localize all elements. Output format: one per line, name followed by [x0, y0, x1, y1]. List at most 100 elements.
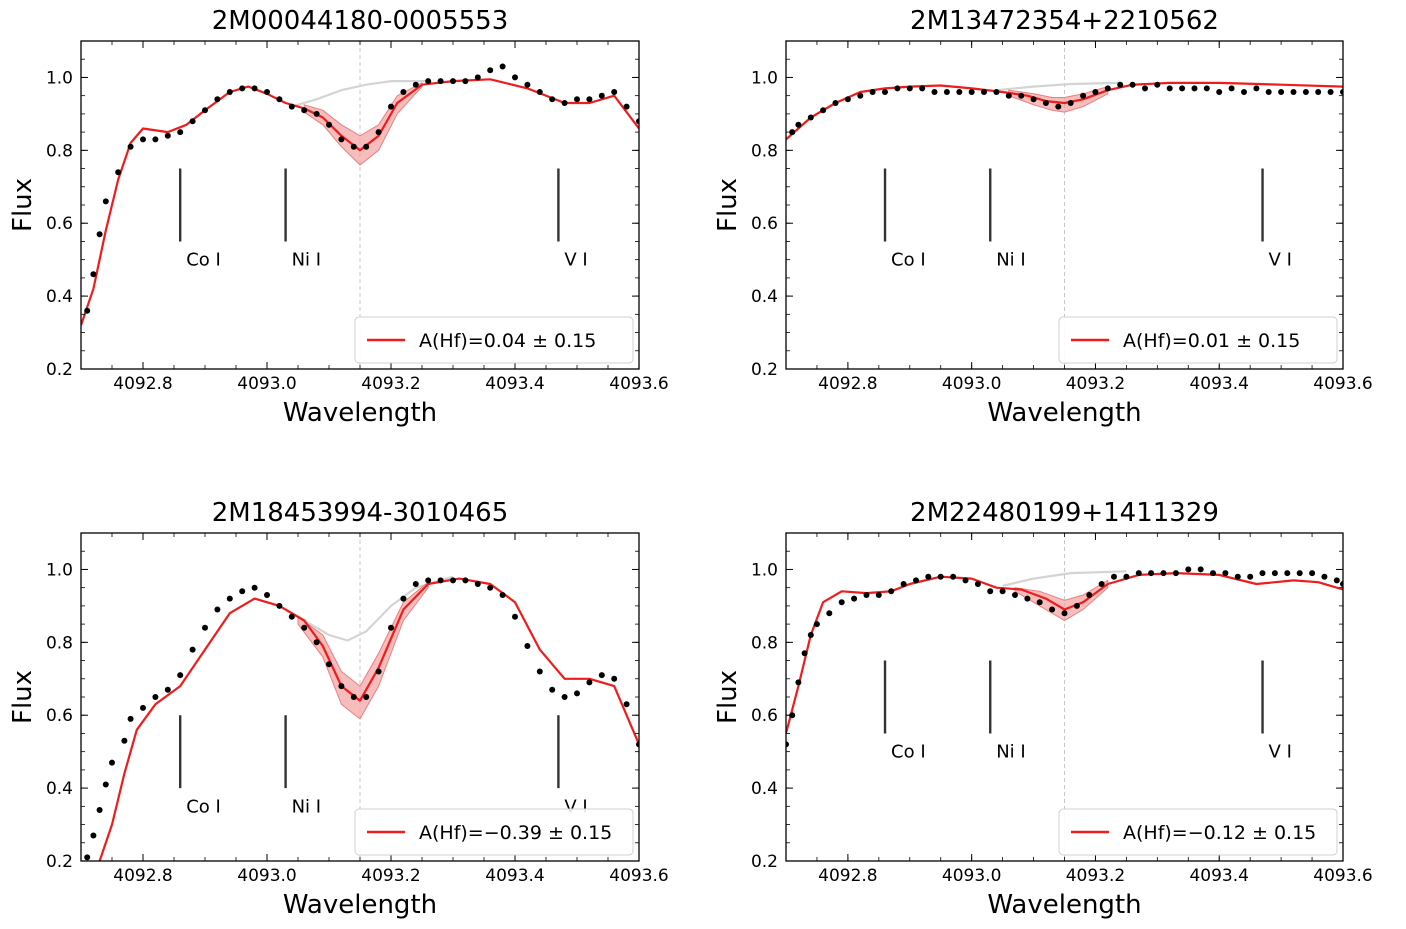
- data-point: [164, 132, 171, 139]
- data-point: [425, 78, 432, 85]
- data-point: [226, 89, 233, 95]
- data-point: [1185, 566, 1192, 573]
- legend: A(Hf)=0.01 ± 0.15: [1058, 316, 1338, 364]
- data-point: [102, 198, 109, 205]
- data-point: [1030, 96, 1037, 103]
- data-point: [1315, 89, 1322, 95]
- data-point: [919, 85, 926, 92]
- data-point: [251, 85, 258, 92]
- data-point: [1340, 89, 1343, 95]
- legend: A(Hf)=−0.12 ± 0.15: [1058, 808, 1338, 856]
- data-point: [313, 110, 320, 117]
- data-point: [388, 103, 394, 110]
- data-point: [102, 781, 109, 788]
- data-point: [1086, 592, 1093, 598]
- data-point: [832, 100, 839, 106]
- data-point: [574, 690, 580, 697]
- x-tick-label: 4093.6: [609, 374, 668, 394]
- line-marker-label: V I: [1269, 250, 1292, 271]
- line-marker-label: Co I: [186, 250, 221, 271]
- data-point: [561, 100, 568, 106]
- data-point: [96, 807, 103, 813]
- data-point: [974, 581, 981, 587]
- data-point: [801, 650, 808, 657]
- y-tick-label: 1.0: [46, 560, 73, 580]
- line-marker-label: V I: [1269, 742, 1292, 763]
- data-point: [795, 679, 802, 686]
- data-point: [1247, 573, 1254, 580]
- x-tick-label: 4093.0: [237, 374, 296, 394]
- y-tick-label: 1.0: [751, 68, 778, 88]
- data-point: [152, 136, 159, 143]
- data-point: [574, 96, 580, 103]
- data-point: [931, 89, 938, 95]
- y-tick-label: 0.6: [46, 214, 73, 234]
- y-tick-label: 0.8: [46, 141, 73, 161]
- data-point: [1080, 92, 1087, 99]
- legend-box: [1058, 316, 1338, 364]
- data-point: [214, 606, 221, 613]
- y-tick-label: 0.2: [751, 852, 778, 872]
- data-point: [1302, 89, 1309, 95]
- data-point: [400, 595, 407, 602]
- data-point: [462, 577, 469, 584]
- legend: A(Hf)=0.04 ± 0.15: [354, 316, 634, 364]
- data-point: [499, 63, 506, 70]
- data-point: [437, 577, 444, 584]
- x-tick-label: 4092.8: [818, 374, 877, 394]
- data-point: [115, 169, 122, 176]
- continuum-curve: [1002, 570, 1127, 587]
- data-point: [90, 271, 97, 278]
- data-point: [84, 854, 91, 861]
- data-point: [1005, 92, 1012, 99]
- uncertainty-band: [303, 82, 423, 166]
- data-point: [636, 118, 639, 125]
- x-axis-label: Wavelength: [987, 890, 1141, 920]
- data-point: [1123, 573, 1130, 580]
- data-point: [1222, 570, 1229, 577]
- y-tick-label: 0.8: [46, 633, 73, 653]
- x-tick-label: 4093.6: [609, 866, 668, 886]
- data-point: [127, 715, 134, 722]
- data-point: [1271, 570, 1278, 577]
- data-point: [474, 581, 481, 587]
- data-point: [350, 143, 357, 150]
- panel-title: 2M22480199+1411329: [910, 498, 1219, 528]
- line-marker-label: Co I: [891, 742, 926, 763]
- data-point: [450, 78, 456, 85]
- data-point: [826, 610, 833, 617]
- y-tick-label: 0.4: [751, 779, 778, 799]
- data-point: [598, 92, 605, 99]
- legend-label: A(Hf)=−0.12 ± 0.15: [1123, 822, 1316, 844]
- x-tick-label: 4093.4: [1189, 866, 1248, 886]
- data-point: [950, 573, 957, 580]
- data-point: [1012, 592, 1018, 598]
- data-point: [276, 96, 283, 103]
- data-point: [1172, 570, 1179, 577]
- data-point: [623, 701, 630, 708]
- data-point: [999, 588, 1006, 595]
- x-axis-label: Wavelength: [283, 890, 437, 920]
- x-tick-label: 4093.2: [361, 866, 420, 886]
- data-point: [987, 588, 994, 595]
- data-point: [487, 584, 494, 591]
- panel-title: 2M00044180-0005553: [212, 6, 509, 36]
- data-point: [1327, 89, 1334, 95]
- data-point: [326, 121, 332, 128]
- data-point: [549, 96, 556, 103]
- data-point: [611, 675, 618, 682]
- x-tick-label: 4093.2: [361, 374, 420, 394]
- x-tick-label: 4092.8: [818, 866, 877, 886]
- data-point: [789, 129, 796, 136]
- data-point: [882, 89, 888, 95]
- data-point: [1073, 602, 1080, 609]
- data-point: [875, 592, 882, 598]
- legend-box: [354, 316, 634, 364]
- panel-4: Co I Ni I V I 4092.8 4093.0 4093.2 4093.4 4093.…: [713, 498, 1373, 920]
- data-point: [956, 89, 963, 95]
- data-point: [786, 741, 789, 748]
- data-point: [127, 143, 134, 150]
- data-point: [636, 741, 639, 748]
- y-axis-label: Flux: [713, 178, 743, 232]
